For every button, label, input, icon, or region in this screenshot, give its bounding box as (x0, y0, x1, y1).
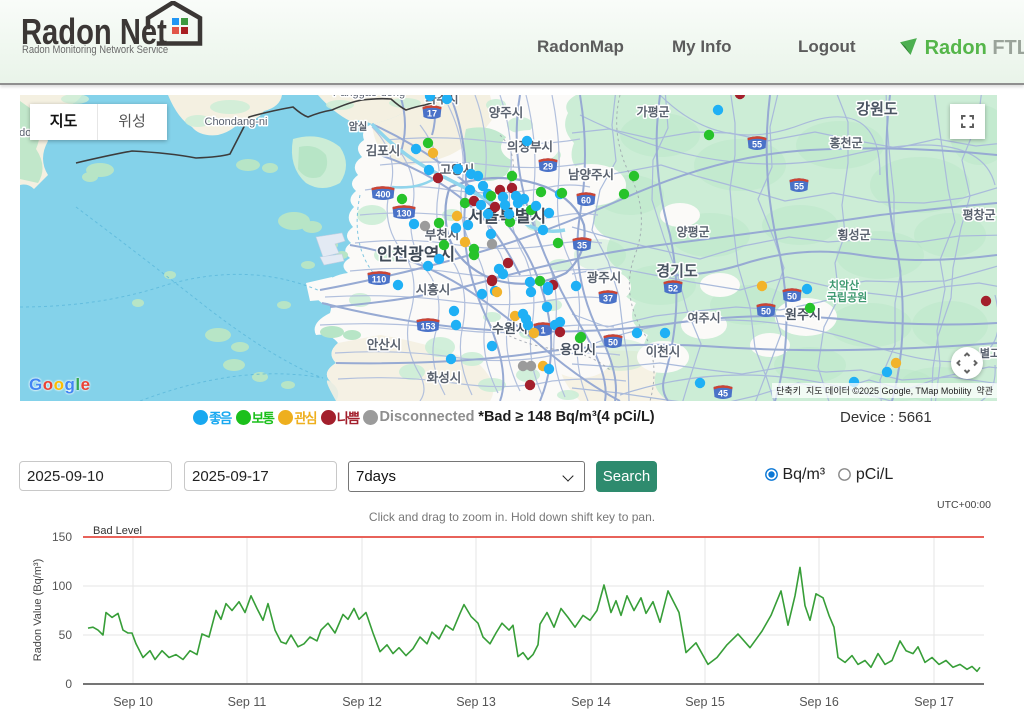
svg-text:안산시: 안산시 (367, 337, 402, 352)
svg-text:400: 400 (375, 190, 390, 200)
svg-text:가평군: 가평군 (636, 104, 669, 119)
svg-text:Panggae-dong: Panggae-dong (333, 95, 405, 99)
svg-text:Sep 15: Sep 15 (685, 695, 725, 709)
svg-text:50: 50 (761, 307, 771, 317)
svg-text:50: 50 (608, 338, 618, 348)
svg-text:52: 52 (668, 284, 678, 294)
svg-text:수원시: 수원시 (492, 321, 528, 336)
svg-text:의정부시: 의정부시 (507, 139, 553, 154)
svg-text:Sep 17: Sep 17 (914, 695, 954, 709)
svg-text:130: 130 (396, 209, 411, 219)
svg-text:Chondang-ni: Chondang-ni (205, 116, 268, 128)
svg-text:양평군: 양평군 (676, 224, 709, 239)
svg-text:암실: 암실 (349, 120, 367, 133)
svg-text:110: 110 (372, 275, 387, 285)
svg-text:Radon Value (Bq/m³): Radon Value (Bq/m³) (32, 559, 44, 662)
svg-text:시흥시: 시흥시 (416, 282, 451, 297)
svg-text:이천시: 이천시 (646, 344, 681, 359)
svg-text:용인시: 용인시 (560, 342, 596, 357)
svg-text:별고: 별고 (980, 347, 997, 360)
svg-text:치악산: 치악산 (829, 278, 859, 292)
svg-text:양주시: 양주시 (489, 105, 524, 120)
svg-text:경기도: 경기도 (656, 262, 698, 280)
svg-text:50: 50 (59, 628, 73, 642)
svg-text:60: 60 (581, 196, 591, 206)
svg-text:홍천군: 홍천군 (829, 135, 862, 150)
svg-text:35: 35 (577, 241, 587, 251)
svg-text:광주시: 광주시 (587, 270, 622, 285)
svg-text:원주시: 원주시 (785, 307, 821, 322)
svg-text:Sep 14: Sep 14 (571, 695, 611, 709)
svg-text:화성시: 화성시 (427, 370, 462, 385)
svg-text:남양주시: 남양주시 (568, 167, 614, 182)
svg-text:평창군: 평창군 (962, 207, 995, 222)
svg-text:100: 100 (52, 579, 72, 593)
svg-text:50: 50 (787, 292, 797, 302)
svg-text:55: 55 (752, 140, 762, 150)
svg-text:여주시: 여주시 (687, 310, 720, 325)
svg-text:Sep 10: Sep 10 (113, 695, 153, 709)
svg-text:Sep 12: Sep 12 (342, 695, 382, 709)
svg-text:국립공원: 국립공원 (827, 290, 867, 304)
svg-text:Sep 11: Sep 11 (228, 695, 267, 709)
svg-text:횡성군: 횡성군 (837, 227, 870, 242)
svg-text:강원도: 강원도 (856, 100, 898, 118)
svg-text:153: 153 (420, 322, 435, 332)
svg-text:0: 0 (65, 677, 72, 691)
svg-text:Bad Level: Bad Level (93, 525, 142, 537)
svg-text:김포시: 김포시 (366, 143, 401, 158)
svg-text:17: 17 (427, 109, 437, 119)
svg-text:1: 1 (540, 326, 545, 336)
svg-text:150: 150 (52, 530, 72, 544)
svg-text:Sep 13: Sep 13 (456, 695, 496, 709)
svg-text:29: 29 (543, 162, 553, 172)
svg-text:45: 45 (718, 389, 728, 399)
svg-text:55: 55 (794, 182, 804, 192)
svg-text:Sep 16: Sep 16 (799, 695, 839, 709)
svg-text:37: 37 (603, 294, 613, 304)
